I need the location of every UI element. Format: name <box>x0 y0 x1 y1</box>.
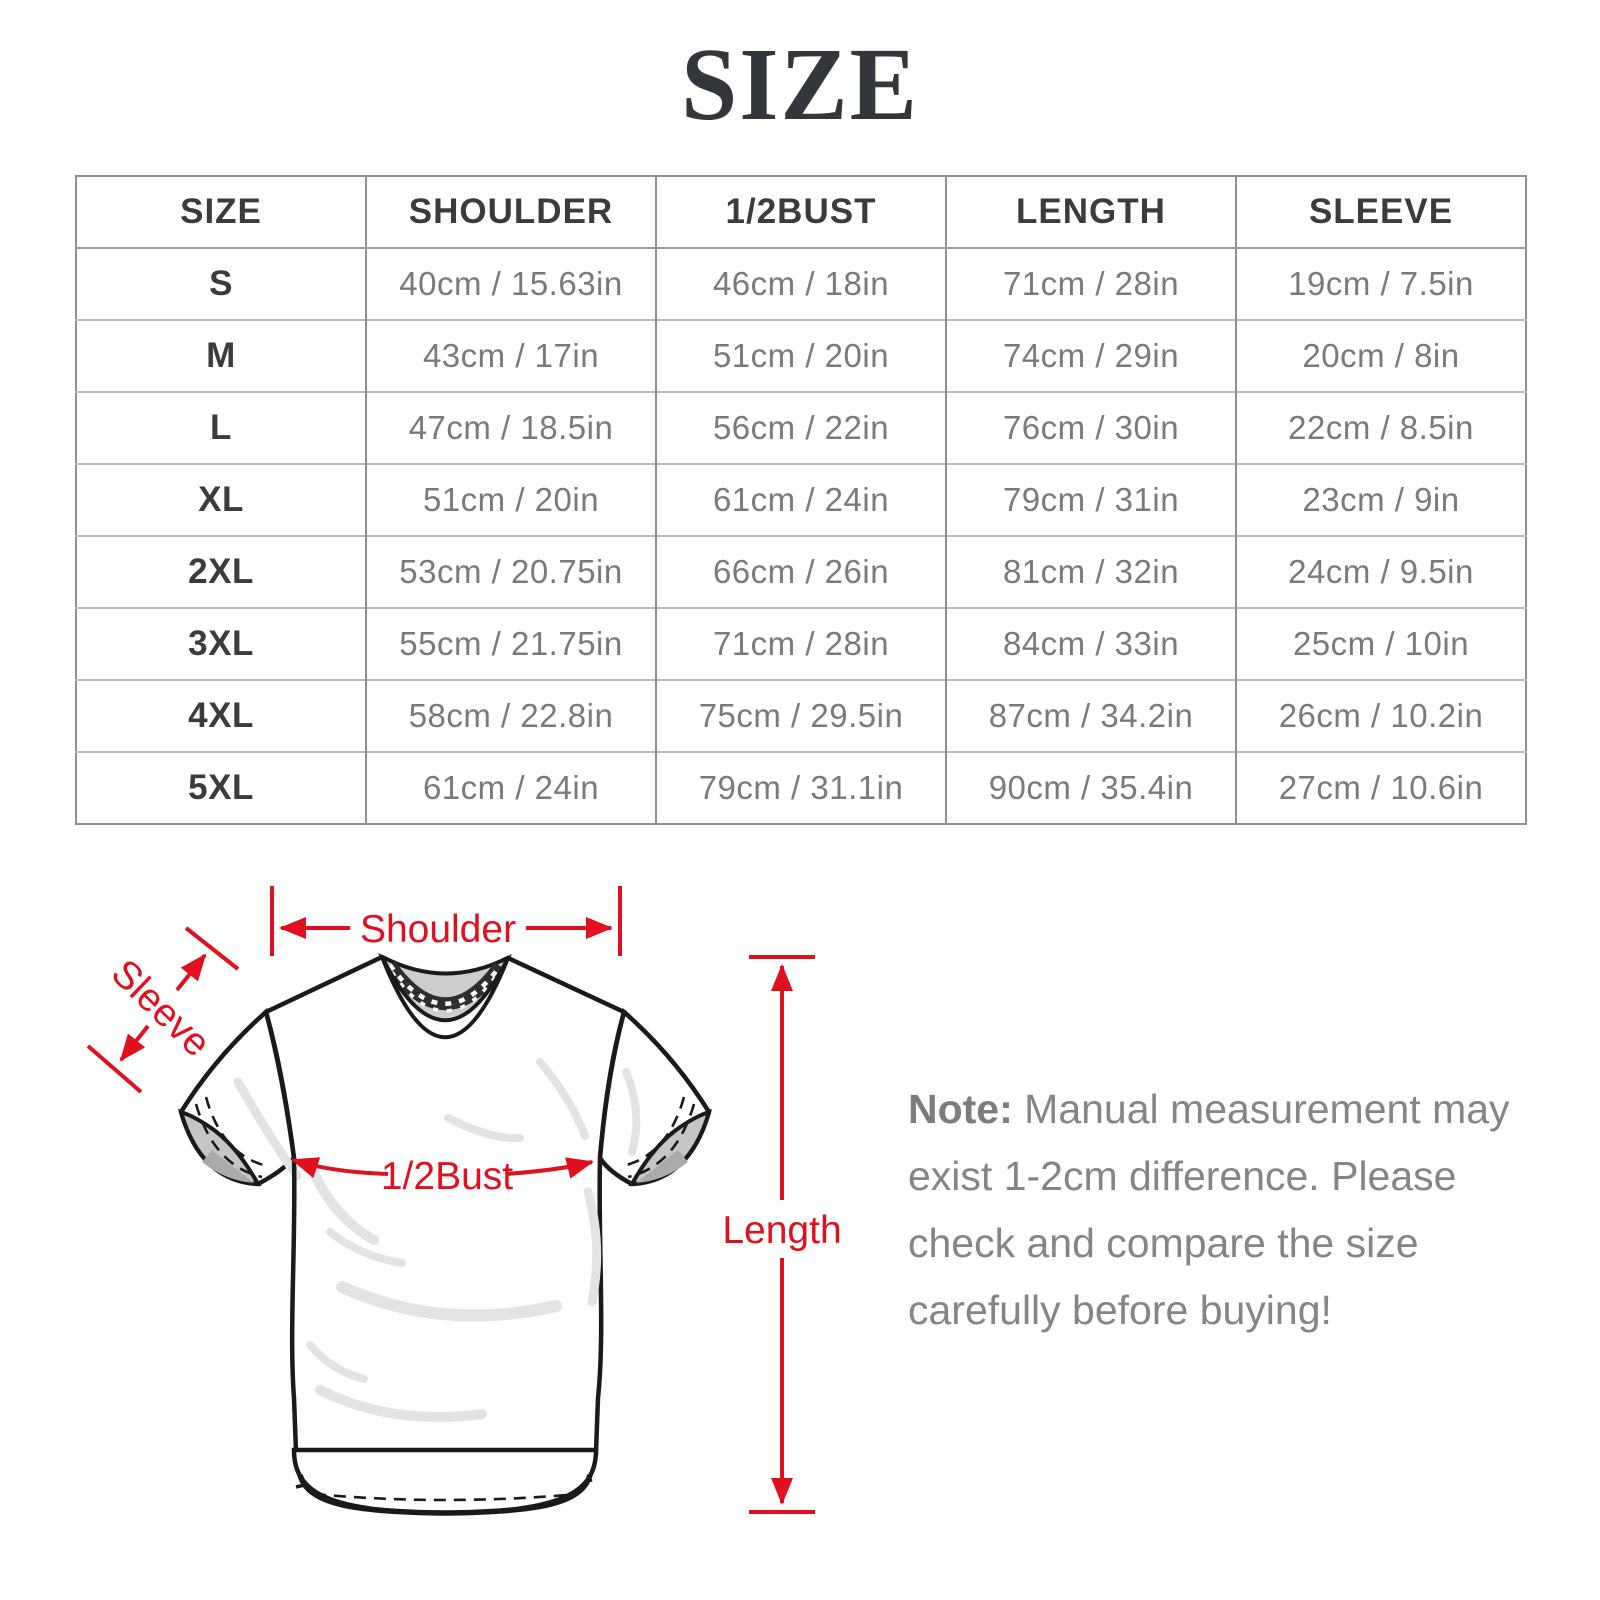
note-line: check and compare the size <box>908 1220 1419 1266</box>
column-header: SIZE <box>76 176 366 249</box>
sleeve-label: Sleeve <box>103 951 219 1065</box>
measurement-cell: 71cm / 28in <box>655 607 946 680</box>
tshirt-body <box>263 954 627 1455</box>
measurement-cell: 23cm / 9in <box>1235 463 1526 536</box>
measurement-cell: 79cm / 31.1in <box>655 751 946 824</box>
table-row: 4XL 58cm / 22.8in 75cm / 29.5in 87cm / 34.2… <box>76 679 1526 752</box>
size-cell: S <box>209 264 233 303</box>
measurement-cell: 20cm / 8in <box>1235 319 1526 392</box>
measurement-cell: 46cm / 18in <box>655 248 946 320</box>
measurement-cell: 56cm / 22in <box>655 391 946 464</box>
measurement-cell: 51cm / 20in <box>365 463 656 536</box>
measurement-cell: 87cm / 34.2in <box>945 679 1236 752</box>
page-title: SIZE <box>681 27 919 142</box>
measurement-cell: 61cm / 24in <box>655 463 946 536</box>
measurement-cell: 19cm / 7.5in <box>1235 248 1526 320</box>
length-annotation: Length <box>722 955 842 1514</box>
note-line: carefully before buying! <box>908 1287 1332 1333</box>
measurement-cell: 51cm / 20in <box>655 319 946 392</box>
measurement-cell: 74cm / 29in <box>945 319 1236 392</box>
measurement-cell: 53cm / 20.75in <box>365 535 656 608</box>
measurement-cell: 55cm / 21.75in <box>365 607 656 680</box>
column-header: SHOULDER <box>365 176 656 249</box>
table-row: M 43cm / 17in 51cm / 20in 74cm / 29in 20cm /… <box>76 319 1526 392</box>
left-cuff-opening <box>178 1108 262 1187</box>
measurement-cell: 25cm / 10in <box>1235 607 1526 680</box>
size-cell: 3XL <box>76 607 366 680</box>
measurement-cell: 66cm / 26in <box>655 535 946 608</box>
measurement-cell: 24cm / 9.5in <box>1235 535 1526 608</box>
table-row: XL 51cm / 20in 61cm / 24in 79cm / 31in 23cm … <box>76 463 1526 536</box>
half-bust-annotation: 1/2Bust <box>291 1155 594 1198</box>
table-row: 3XL 55cm / 21.75in 71cm / 28in 84cm / 33in 2… <box>76 607 1526 680</box>
half-bust-label: 1/2Bust <box>381 1155 513 1198</box>
measurement-cell: 84cm / 33in <box>945 607 1236 680</box>
size-cell: 5XL <box>76 751 366 824</box>
column-header: LENGTH <box>945 176 1236 249</box>
right-cuff-opening <box>628 1108 712 1187</box>
tshirt-collar <box>378 952 512 1040</box>
note-line: Note: Manual measurement may <box>908 1086 1510 1132</box>
length-label: Length <box>722 1209 841 1252</box>
table-row: L 47cm / 18.5in 56cm / 22in 76cm / 30in 22cm… <box>76 391 1526 464</box>
tshirt-measurement-diagram: Shoulder Sleeve 1/2Bust Length <box>86 886 842 1516</box>
measurement-cell: 75cm / 29.5in <box>655 679 946 752</box>
collar-band <box>380 956 510 1040</box>
note-line: exist 1-2cm difference. Please <box>908 1153 1457 1199</box>
measurement-cell: 47cm / 18.5in <box>365 391 656 464</box>
size-cell: 2XL <box>76 535 366 608</box>
measurement-cell: 79cm / 31in <box>945 463 1236 536</box>
measurement-cell: 43cm / 17in <box>365 319 656 392</box>
size-table: SIZE SHOULDER 1/2BUST LENGTH SLEEVE S 40cm / … <box>75 175 1527 825</box>
measurement-cell: 58cm / 22.8in <box>365 679 656 752</box>
column-header: 1/2BUST <box>655 176 946 249</box>
measurement-cell: 90cm / 35.4in <box>945 751 1236 824</box>
note-text: Note: Manual measurement may exist 1-2cm… <box>908 1076 1528 1344</box>
measurement-cell: 26cm / 10.2in <box>1235 679 1526 752</box>
measurement-cell: 76cm / 30in <box>945 391 1236 464</box>
shoulder-label: Shoulder <box>360 908 516 951</box>
note-label: Note: <box>908 1086 1013 1132</box>
size-cell: 4XL <box>76 679 366 752</box>
table-row: 2XL 53cm / 20.75in 66cm / 26in 81cm / 32in 2… <box>76 535 1526 608</box>
table-row: 5XL 61cm / 24in 79cm / 31.1in 90cm / 35.4in… <box>76 751 1526 824</box>
measurement-cell: 22cm / 8.5in <box>1235 391 1526 464</box>
shoulder-annotation: Shoulder <box>270 886 622 956</box>
size-cell: XL <box>76 463 366 536</box>
measurement-cell: 27cm / 10.6in <box>1235 751 1526 824</box>
measurement-cell: 71cm / 28in <box>945 248 1236 320</box>
tshirt-drawing <box>178 952 712 1516</box>
table-row: S 40cm / 15.63in 46cm / 18in 71cm / 28in 19c… <box>76 248 1526 320</box>
header-row: SIZE SHOULDER 1/2BUST LENGTH SLEEVE <box>76 176 1526 249</box>
size-cell: L <box>76 391 366 464</box>
size-cell: M <box>76 319 366 392</box>
measurement-cell: 61cm / 24in <box>365 751 656 824</box>
tshirt-hem <box>291 1447 599 1516</box>
fabric-wrinkles <box>306 1058 602 1422</box>
size-table-header: SIZE SHOULDER 1/2BUST LENGTH SLEEVE <box>76 176 1526 249</box>
measurement-cell: 81cm / 32in <box>945 535 1236 608</box>
size-table-body: S 40cm / 15.63in 46cm / 18in 71cm / 28in 19c… <box>76 248 1526 824</box>
measurement-cell: 40cm / 15.63in <box>365 248 656 320</box>
column-header: SLEEVE <box>1235 176 1526 249</box>
